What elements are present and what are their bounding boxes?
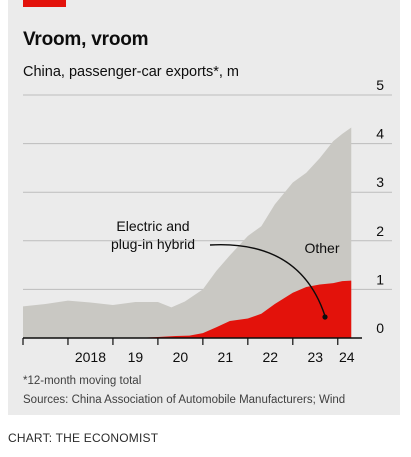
chart-credit: CHART: THE ECONOMIST <box>8 431 159 445</box>
chart-subtitle: China, passenger-car exports*, m <box>23 64 239 80</box>
x-tick-label: 24 <box>339 349 355 365</box>
annotation-electric-leader <box>209 244 326 317</box>
x-tick-label: 21 <box>218 349 234 365</box>
x-tick-label: 19 <box>128 349 144 365</box>
y-tick-label: 1 <box>376 271 384 287</box>
y-tick-label: 5 <box>376 77 384 93</box>
y-tick-label: 2 <box>376 223 384 239</box>
chart-source: Sources: China Association of Automobile… <box>23 394 346 406</box>
x-axis <box>22 337 362 345</box>
chart-footnote: *12-month moving total <box>23 375 142 387</box>
annotation-other: Other <box>304 240 339 256</box>
area-other <box>23 127 352 338</box>
x-axis-ticks: 2018 19 20 21 22 23 24 <box>75 349 355 365</box>
annotation-electric-dot <box>322 314 328 320</box>
x-tick-label: 2018 <box>75 349 106 365</box>
annotation-electric-line2: plug-in hybrid <box>111 236 195 252</box>
y-tick-label: 4 <box>376 126 384 142</box>
x-tick-label: 23 <box>307 349 323 365</box>
x-tick-label: 20 <box>173 349 189 365</box>
brand-red-tag <box>23 0 66 7</box>
chart-title: Vroom, vroom <box>23 29 149 50</box>
area-layer <box>23 127 352 338</box>
y-tick-label: 0 <box>376 320 384 336</box>
y-axis-ticks: 0 1 2 3 4 5 <box>376 77 384 336</box>
x-tick-label: 22 <box>263 349 279 365</box>
area-electric <box>23 280 352 338</box>
y-tick-label: 3 <box>376 174 384 190</box>
annotation-electric-line1: Electric and <box>116 218 189 234</box>
annotations: Electric and plug-in hybrid Other <box>111 218 340 320</box>
